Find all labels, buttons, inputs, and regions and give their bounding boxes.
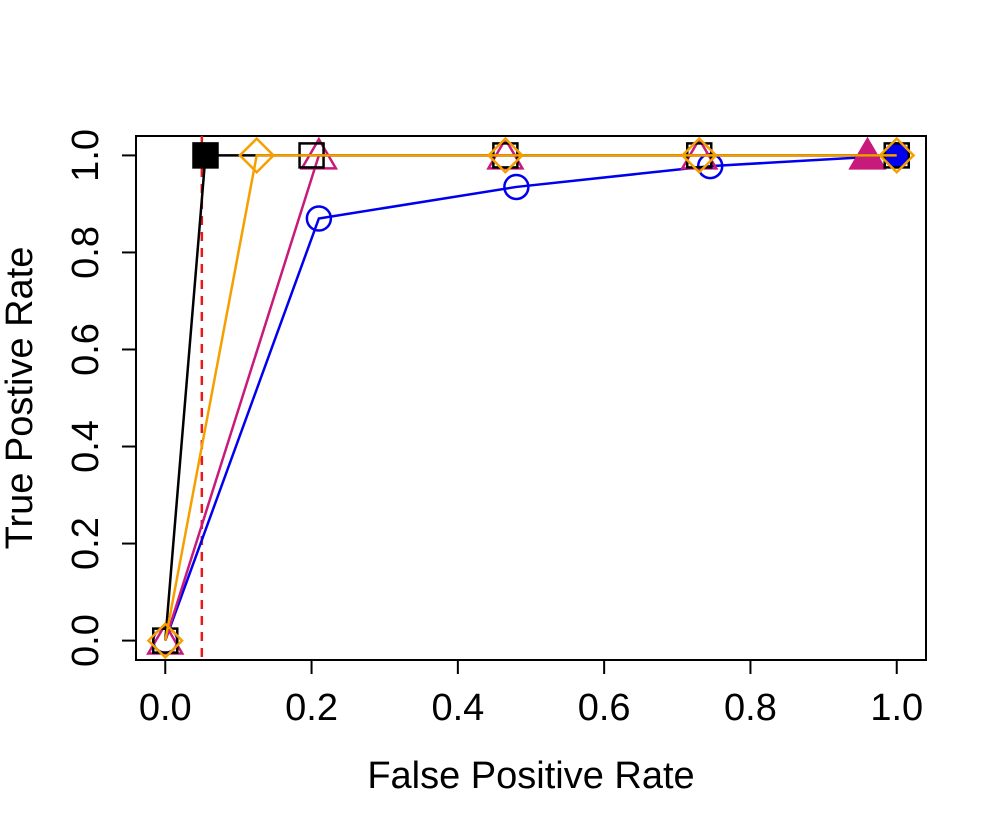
square-marker — [152, 627, 179, 654]
series-layer — [146, 136, 916, 660]
x-tick-label: 0.6 — [578, 687, 631, 729]
series-orange-diamond — [146, 136, 916, 660]
x-tick-label: 0.4 — [431, 687, 484, 729]
series-line — [164, 154, 897, 642]
x-tick-label: 0.0 — [139, 687, 192, 729]
series-line — [164, 154, 897, 641]
x-tick-label: 0.8 — [724, 687, 777, 729]
diamond-marker — [146, 622, 184, 660]
diamond-marker — [680, 136, 718, 174]
y-axis-label: True Postive Rate — [0, 247, 41, 550]
triangle-marker — [848, 136, 887, 170]
x-tick-label: 1.0 — [870, 687, 923, 729]
circle-marker — [503, 173, 530, 201]
x-axis: 0.0 0.2 0.4 0.6 0.8 1.0 — [139, 659, 923, 729]
series-blue-circle — [152, 142, 910, 654]
y-tick-label: 0.0 — [65, 614, 107, 667]
y-tick-label: 0.4 — [65, 420, 107, 473]
y-tick-label: 1.0 — [65, 129, 107, 182]
diamond-marker — [238, 136, 276, 174]
diamond-marker — [878, 136, 916, 174]
y-tick-label: 0.6 — [65, 323, 107, 376]
diamond-marker — [486, 136, 524, 174]
x-axis-label: False Positive Rate — [367, 755, 694, 797]
series-line — [164, 154, 897, 641]
circle-marker — [305, 205, 333, 232]
y-tick-label: 0.2 — [65, 517, 107, 570]
y-axis: 0.0 0.2 0.4 0.6 0.8 1.0 — [65, 129, 137, 667]
series-magenta-triangle — [146, 136, 887, 655]
x-tick-label: 0.2 — [285, 687, 338, 729]
square-marker — [192, 142, 219, 169]
series-line — [164, 154, 868, 641]
series-black-square — [152, 142, 910, 654]
y-tick-label: 0.8 — [65, 226, 107, 279]
